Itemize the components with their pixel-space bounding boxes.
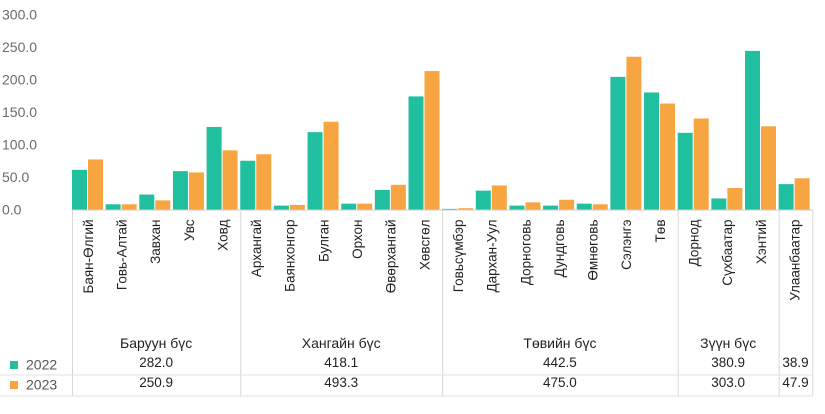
bar-2022 [374,190,390,210]
bar-2022 [442,208,458,210]
bar-2023 [357,203,373,210]
bar-2023 [155,200,171,210]
bar-2022 [475,190,491,210]
bar-2022 [206,126,222,210]
region-value-2022: 442.5 [543,355,577,370]
x-tick-label: Дундговь [552,220,567,278]
region-value-2023: 475.0 [543,375,577,390]
region-value-2022: 380.9 [711,355,745,370]
bar-2023 [794,178,810,210]
x-tick-label: Дорнод [687,219,702,266]
bar-2022 [576,203,592,210]
x-tick-label: Ховд [215,219,230,250]
x-tick-label: Хэнтий [754,220,769,265]
y-axis: 0.0 50.0 100.0 150.0 200.0 250.0 300.0 [2,7,37,218]
bar-2023 [188,172,204,210]
bar-2023 [222,150,238,210]
bar-2023 [256,154,272,210]
bar-2022 [778,184,794,210]
bar-2023 [121,204,137,210]
x-tick-label: Баянхонгор [283,220,298,292]
y-tick-label: 50.0 [2,169,29,185]
bar-2023 [491,185,507,210]
x-tick-label: Завхан [148,220,163,264]
bar-2023 [559,199,575,210]
bar-2022 [644,92,660,210]
x-tick-label: Өвөрхангай [384,220,399,294]
bar-2022 [139,194,155,210]
bar-2022 [307,132,323,210]
bar-2022 [408,96,424,210]
y-tick-label: 300.0 [2,7,37,23]
legend-label: 2023 [26,377,57,393]
x-tick-label: Дорноговь [518,220,533,286]
x-tick-label: Орхон [350,220,365,259]
bar-2023 [660,103,676,210]
bar-2022 [543,205,559,210]
bar-2022 [711,198,727,210]
bar-2023 [727,188,743,210]
bar-2023 [592,204,608,210]
x-tick-label: Говь-Алтай [114,220,129,291]
x-tick-label: Говьсүмбэр [451,220,466,293]
bar-2022 [745,50,760,210]
x-tick-label: Архангай [249,220,264,278]
region-name: Баруун бүс [120,335,192,351]
bar-2022 [72,169,87,210]
bar-2023 [626,56,642,210]
bar-2023 [693,118,709,210]
region-table: Баруун бүс 282.0 250.9 Хангайн бүс 418.1 493.… [0,209,814,397]
bar-2023 [323,121,339,210]
x-tick-label: Дархан-Уул [485,220,500,293]
region-value-2023: 250.9 [139,375,173,390]
bar-2022 [677,132,693,210]
x-tick-label: Өмнөговь [586,220,601,281]
bar-2023 [88,159,103,210]
bar-2022 [172,171,188,210]
y-tick-label: 150.0 [2,104,37,120]
region-value-2022: 282.0 [139,355,173,370]
x-tick-label: Увс [182,219,197,241]
x-tick-label: Төв [653,220,668,243]
region-value-2023: 47.9 [782,375,808,390]
legend-swatch-2023 [10,381,18,389]
x-tick-label: Баян-Өлгий [81,220,96,294]
bar-2023 [424,71,440,210]
bar-2023 [289,204,305,210]
y-tick-label: 100.0 [2,137,37,153]
x-tick-label: Сэлэнгэ [619,219,634,269]
region-value-2022: 38.9 [782,355,808,370]
x-tick-label: Сүхбаатар [720,220,735,286]
region-value-2023: 303.0 [711,375,745,390]
bar-2023 [390,184,406,210]
bar-2022 [105,204,121,210]
legend-label: 2022 [26,357,57,373]
bar-2023 [761,126,776,210]
y-tick-label: 0.0 [2,202,22,218]
region-value-2022: 418.1 [324,355,358,370]
region-name: Хангайн бүс [302,335,381,351]
bar-2022 [240,160,256,210]
region-value-2023: 493.3 [324,375,358,390]
y-tick-label: 250.0 [2,39,37,55]
bars [72,50,810,210]
legend-swatch-2022 [10,361,18,369]
bar-2022 [509,205,525,210]
bar-2022 [341,203,357,210]
x-tick-label: Хөвсгөл [417,220,432,271]
x-tick-label: Булган [316,220,331,262]
x-axis: Баян-Өлгий Говь-Алтай Завхан Увс Ховд Арханга… [72,209,813,301]
region-name: Төвийн бүс [523,335,596,351]
legend: 2022 2023 [10,357,57,393]
y-tick-label: 200.0 [2,72,37,88]
bar-2022 [610,76,626,210]
region-name: Зүүн бүс [700,335,756,351]
x-tick-label: Улаанбаатар [787,220,802,301]
bar-2023 [458,208,474,210]
bar-2023 [525,202,541,210]
bar-2022 [273,205,289,210]
